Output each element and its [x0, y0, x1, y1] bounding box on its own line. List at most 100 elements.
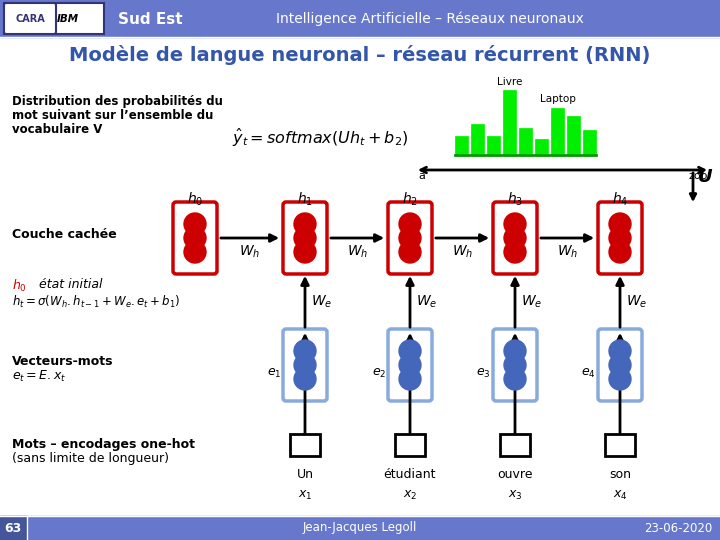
Text: $W_h$: $W_h$: [557, 244, 578, 260]
Text: Couche cachée: Couche cachée: [12, 228, 117, 241]
Text: $h_2$: $h_2$: [402, 190, 418, 208]
Bar: [567, 116, 580, 155]
Text: $\hat{y}_t = softmax(Uh_t + b_2)$: $\hat{y}_t = softmax(Uh_t + b_2)$: [232, 127, 408, 149]
Circle shape: [184, 241, 206, 263]
Circle shape: [399, 241, 421, 263]
Text: $x_2$: $x_2$: [402, 489, 417, 502]
FancyBboxPatch shape: [173, 202, 217, 274]
Text: Jean-Jacques Legoll: Jean-Jacques Legoll: [303, 522, 417, 535]
Bar: [551, 108, 564, 155]
Text: $h_0$: $h_0$: [12, 278, 27, 294]
Text: E: E: [405, 437, 415, 453]
Circle shape: [294, 213, 316, 235]
FancyBboxPatch shape: [283, 329, 327, 401]
Text: $x_4$: $x_4$: [613, 489, 627, 502]
Text: état initial: état initial: [35, 278, 102, 291]
Bar: [0, 0, 720, 37]
Bar: [455, 136, 468, 155]
Circle shape: [609, 227, 631, 249]
Bar: [395, 434, 425, 456]
Text: vocabulaire V: vocabulaire V: [12, 123, 102, 136]
Text: E: E: [615, 437, 625, 453]
Circle shape: [399, 213, 421, 235]
FancyBboxPatch shape: [598, 329, 642, 401]
Text: $e_t = E . x_t$: $e_t = E . x_t$: [12, 369, 66, 384]
Text: (sans limite de longueur): (sans limite de longueur): [12, 452, 169, 465]
Text: $x_1$: $x_1$: [298, 489, 312, 502]
Circle shape: [399, 354, 421, 376]
Text: étudiant: étudiant: [384, 468, 436, 481]
Circle shape: [399, 340, 421, 362]
Circle shape: [504, 368, 526, 390]
Bar: [535, 139, 548, 155]
Text: E: E: [300, 437, 310, 453]
Text: $W_h$: $W_h$: [452, 244, 473, 260]
Circle shape: [609, 213, 631, 235]
Circle shape: [504, 213, 526, 235]
Text: Un: Un: [297, 468, 313, 481]
Circle shape: [294, 340, 316, 362]
Circle shape: [399, 227, 421, 249]
Text: Mots – encodages one-hot: Mots – encodages one-hot: [12, 438, 195, 451]
Text: $e_3$: $e_3$: [477, 367, 491, 380]
Text: son: son: [609, 468, 631, 481]
Bar: [290, 434, 320, 456]
Text: ouvre: ouvre: [498, 468, 533, 481]
Circle shape: [504, 354, 526, 376]
FancyBboxPatch shape: [493, 329, 537, 401]
Circle shape: [504, 227, 526, 249]
Circle shape: [609, 354, 631, 376]
Bar: [519, 127, 532, 155]
Text: Modèle de langue neuronal – réseau récurrent (RNN): Modèle de langue neuronal – réseau récur…: [69, 45, 651, 65]
Text: a: a: [418, 171, 425, 181]
Circle shape: [504, 241, 526, 263]
Circle shape: [294, 354, 316, 376]
Text: IBM: IBM: [57, 14, 79, 24]
Text: $W_h$: $W_h$: [347, 244, 368, 260]
Circle shape: [184, 227, 206, 249]
FancyBboxPatch shape: [4, 3, 104, 34]
Text: E: E: [510, 437, 520, 453]
Bar: [487, 136, 500, 155]
FancyBboxPatch shape: [493, 202, 537, 274]
Text: $h_0$: $h_0$: [187, 190, 203, 208]
Bar: [0, 516, 27, 540]
Bar: [471, 124, 484, 155]
Text: $h_t = \sigma(W_h.h_{t-1} + W_e.e_t + b_1)$: $h_t = \sigma(W_h.h_{t-1} + W_e.e_t + b_…: [12, 294, 181, 310]
Text: $W_h$: $W_h$: [239, 244, 261, 260]
Bar: [503, 90, 516, 155]
Text: Intelligence Artificielle – Réseaux neuronaux: Intelligence Artificielle – Réseaux neur…: [276, 12, 584, 26]
Circle shape: [184, 213, 206, 235]
FancyBboxPatch shape: [388, 329, 432, 401]
Text: CARA: CARA: [15, 14, 45, 24]
FancyBboxPatch shape: [598, 202, 642, 274]
Text: $W_e$: $W_e$: [311, 293, 333, 310]
Text: $e_1$: $e_1$: [266, 367, 281, 380]
Text: $h_1$: $h_1$: [297, 190, 313, 208]
Circle shape: [609, 241, 631, 263]
Bar: [605, 434, 635, 456]
Text: Sud Est: Sud Est: [118, 11, 183, 26]
Text: 63: 63: [4, 522, 22, 535]
Text: $h_3$: $h_3$: [507, 190, 523, 208]
Circle shape: [399, 368, 421, 390]
FancyBboxPatch shape: [4, 3, 56, 34]
Text: U: U: [698, 168, 713, 186]
Bar: [0, 516, 720, 540]
Circle shape: [504, 340, 526, 362]
Text: $e_2$: $e_2$: [372, 367, 386, 380]
Text: $e_4$: $e_4$: [581, 367, 596, 380]
Text: $h_4$: $h_4$: [612, 190, 628, 208]
Bar: [583, 130, 596, 155]
Text: $W_e$: $W_e$: [521, 293, 542, 310]
Circle shape: [294, 368, 316, 390]
FancyBboxPatch shape: [283, 202, 327, 274]
Bar: [500, 434, 530, 456]
Text: Distribution des probabilités du: Distribution des probabilités du: [12, 95, 223, 108]
Text: 23-06-2020: 23-06-2020: [644, 522, 712, 535]
Circle shape: [294, 241, 316, 263]
Text: $W_e$: $W_e$: [416, 293, 437, 310]
Text: Livre: Livre: [497, 77, 522, 87]
Text: $W_e$: $W_e$: [626, 293, 647, 310]
Text: zoo: zoo: [688, 171, 708, 181]
